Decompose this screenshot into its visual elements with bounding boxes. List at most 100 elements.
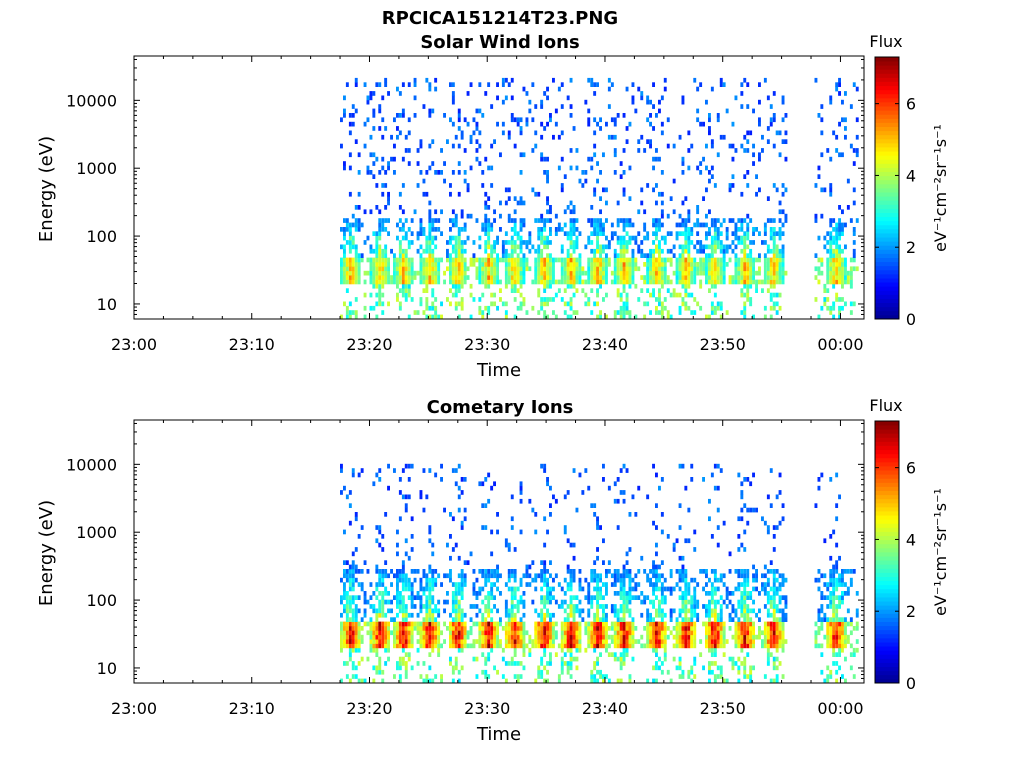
heatmap-cell	[605, 573, 608, 579]
heatmap-cell	[675, 257, 679, 263]
heatmap-cell	[628, 310, 632, 315]
heatmap-cell	[778, 595, 782, 600]
heatmap-cell	[749, 507, 753, 513]
heatmap-cell	[425, 577, 429, 583]
heatmap-cell	[449, 218, 452, 223]
heatmap-cell	[546, 297, 549, 302]
heatmap-cell	[557, 674, 561, 679]
heatmap-cell	[378, 262, 382, 267]
heatmap-cell	[684, 218, 688, 223]
heatmap-cell	[681, 222, 685, 228]
heatmap-cell	[410, 275, 414, 280]
heatmap-cell	[563, 275, 567, 280]
heatmap-cell	[749, 674, 753, 679]
heatmap-cell	[619, 305, 623, 311]
heatmap-cell	[387, 161, 390, 166]
heatmap-cell	[669, 257, 673, 263]
heatmap-cell	[540, 152, 544, 158]
heatmap-cell	[743, 665, 747, 671]
heatmap-cell	[649, 270, 652, 276]
heatmap-cell	[390, 279, 393, 285]
heatmap-cell	[504, 604, 508, 609]
heatmap-cell	[381, 301, 385, 307]
heatmap-cell	[602, 244, 605, 250]
heatmap-cell	[546, 661, 549, 666]
heatmap-cell	[513, 634, 517, 640]
heatmap-cell	[481, 573, 485, 579]
heatmap-cell	[345, 227, 349, 232]
heatmap-cell	[357, 534, 361, 539]
heatmap-cell	[475, 139, 479, 144]
heatmap-cell	[507, 196, 511, 201]
heatmap-cell	[728, 599, 732, 605]
heatmap-cell	[581, 617, 585, 622]
heatmap-cell	[658, 275, 661, 280]
heatmap-cell	[443, 279, 446, 285]
heatmap-cell	[387, 647, 390, 653]
heatmap-cell	[343, 630, 346, 636]
heatmap-cell	[737, 678, 741, 684]
heatmap-cell	[820, 213, 824, 219]
heatmap-cell	[713, 591, 717, 596]
heatmap-cell	[501, 77, 505, 83]
heatmap-cell	[643, 148, 647, 153]
heatmap-cell	[572, 231, 576, 236]
heatmap-cell	[443, 113, 446, 118]
heatmap-cell	[481, 617, 485, 622]
heatmap-cell	[710, 630, 714, 636]
heatmap-cell	[844, 279, 847, 285]
heatmap-cell	[404, 231, 408, 236]
heatmap-cell	[507, 634, 511, 640]
heatmap-cell	[457, 266, 461, 272]
heatmap-cell	[655, 634, 658, 640]
heatmap-cell	[493, 643, 496, 649]
heatmap-cell	[625, 608, 629, 614]
heatmap-cell	[772, 661, 776, 666]
heatmap-cell	[658, 301, 661, 307]
heatmap-cell	[710, 143, 714, 149]
heatmap-cell	[708, 608, 711, 614]
heatmap-cell	[722, 257, 726, 263]
heatmap-cell	[431, 577, 435, 583]
heatmap-cell	[672, 626, 676, 631]
heatmap-cell	[466, 560, 470, 565]
heatmap-cell	[454, 266, 458, 272]
heatmap-cell	[531, 187, 535, 193]
heatmap-cell	[613, 608, 617, 614]
heatmap-cell	[348, 222, 352, 228]
heatmap-cell	[690, 630, 694, 636]
heatmap-cell	[484, 617, 488, 622]
heatmap-cell	[451, 257, 455, 263]
heatmap-cell	[345, 218, 349, 223]
colorbar-step	[875, 102, 899, 107]
heatmap-cell	[449, 262, 452, 267]
heatmap-cell	[763, 639, 767, 644]
heatmap-cell	[826, 297, 830, 302]
heatmap-cell	[428, 143, 432, 149]
heatmap-cell	[375, 582, 379, 587]
heatmap-cell	[752, 161, 755, 166]
heatmap-cell	[484, 305, 488, 311]
heatmap-cell	[622, 463, 626, 469]
heatmap-cell	[428, 617, 432, 622]
heatmap-cell	[460, 227, 464, 232]
heatmap-cell	[431, 599, 435, 605]
heatmap-cell	[649, 626, 652, 631]
heatmap-cell	[655, 577, 658, 583]
heatmap-cell	[434, 305, 438, 311]
heatmap-cell	[428, 577, 432, 583]
heatmap-cell	[663, 240, 667, 245]
heatmap-cell	[378, 253, 382, 258]
heatmap-cell	[434, 262, 438, 267]
heatmap-cell	[669, 573, 673, 579]
heatmap-cell	[743, 608, 747, 614]
heatmap-cell	[549, 656, 552, 662]
heatmap-cell	[778, 643, 782, 649]
heatmap-cell	[340, 227, 343, 232]
heatmap-cell	[381, 547, 385, 552]
heatmap-cell	[428, 314, 432, 320]
heatmap-cell	[681, 218, 685, 223]
heatmap-cell	[507, 569, 511, 574]
heatmap-cell	[528, 573, 532, 579]
heatmap-cell	[496, 634, 499, 640]
